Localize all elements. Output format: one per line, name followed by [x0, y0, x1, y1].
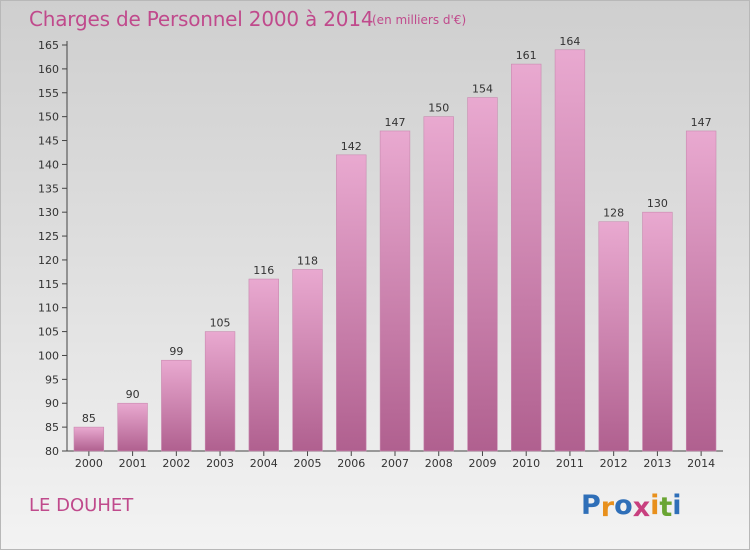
- y-tick-label: 90: [45, 397, 59, 410]
- x-tick-label: 2006: [337, 457, 365, 470]
- logo-letter: P: [581, 490, 601, 521]
- x-tick-label: 2010: [512, 457, 540, 470]
- y-tick-label: 95: [45, 373, 59, 386]
- chart-title: Charges de Personnel 2000 à 2014: [29, 7, 374, 31]
- bar: [467, 97, 498, 452]
- y-tick-label: 150: [38, 111, 59, 124]
- x-tick-label: 2011: [556, 457, 584, 470]
- x-tick-label: 2000: [75, 457, 103, 470]
- bar: [642, 211, 673, 452]
- logo-letter: i: [650, 490, 660, 521]
- x-tick-label: 2014: [687, 457, 715, 470]
- bar: [336, 154, 367, 452]
- x-tick-label: 2001: [119, 457, 147, 470]
- y-tick-label: 160: [38, 63, 59, 76]
- x-tick-label: 2008: [425, 457, 453, 470]
- logo-letter: x: [632, 492, 651, 523]
- data-label: 85: [82, 412, 96, 425]
- x-tick-label: 2012: [600, 457, 628, 470]
- data-label: 161: [516, 49, 537, 62]
- bar: [248, 278, 279, 452]
- y-tick-label: 85: [45, 421, 59, 434]
- y-tick-label: 135: [38, 182, 59, 195]
- x-tick-label: 2005: [294, 457, 322, 470]
- commune-name: LE DOUHET: [29, 495, 134, 516]
- x-tick-label: 2003: [206, 457, 234, 470]
- data-label: 164: [559, 35, 580, 48]
- data-label: 116: [253, 264, 274, 277]
- value-labels: 85 90 99 105 116 118 142 147 150 154 161 164 128 130 1…: [82, 35, 712, 425]
- x-tick-label: 2004: [250, 457, 278, 470]
- bar-series: [73, 49, 717, 452]
- bar: [161, 359, 192, 452]
- proxiti-logo: Proxiti: [581, 490, 682, 523]
- bar: [598, 221, 629, 452]
- data-label: 90: [126, 388, 140, 401]
- data-label: 147: [691, 116, 712, 129]
- y-tick-label: 155: [38, 87, 59, 100]
- data-label: 142: [341, 140, 362, 153]
- bar: [379, 130, 411, 452]
- data-label: 118: [297, 254, 318, 267]
- bar: [554, 49, 586, 452]
- logo-letter: i: [672, 490, 682, 521]
- x-tick-label: 2009: [468, 457, 496, 470]
- data-label: 150: [428, 102, 449, 115]
- data-label: 147: [385, 116, 406, 129]
- logo-letter: r: [600, 492, 615, 523]
- y-axis: 80 85 90 95 100 105 110 115 120 125 130 135 140 145 15…: [38, 39, 68, 458]
- bar: [423, 116, 454, 452]
- chart-unit: (en milliers d'€): [372, 13, 467, 27]
- x-tick-label: 2007: [381, 457, 409, 470]
- y-tick-label: 130: [38, 206, 59, 219]
- y-tick-label: 125: [38, 230, 59, 243]
- data-label: 99: [169, 345, 183, 358]
- y-tick-label: 140: [38, 158, 59, 171]
- y-tick-label: 80: [45, 445, 59, 458]
- bar: [117, 402, 148, 452]
- logo-letter: t: [659, 492, 673, 523]
- bar: [204, 331, 236, 452]
- y-tick-label: 115: [38, 278, 59, 291]
- y-tick-label: 165: [38, 39, 59, 52]
- y-tick-label: 100: [38, 349, 59, 362]
- data-label: 154: [472, 83, 493, 96]
- data-label: 105: [210, 317, 231, 330]
- y-tick-label: 120: [38, 254, 59, 267]
- bar: [292, 269, 323, 452]
- y-tick-label: 145: [38, 135, 59, 148]
- logo-letter: o: [614, 490, 633, 521]
- x-tick-label: 2002: [162, 457, 190, 470]
- bar: [685, 130, 717, 452]
- y-tick-label: 105: [38, 326, 59, 339]
- x-axis: 2000 2001 2002 2003 2004 2005 2006 2007 2008 2009…: [67, 450, 723, 470]
- data-label: 128: [603, 207, 624, 220]
- y-tick-label: 110: [38, 302, 59, 315]
- bar: [73, 426, 105, 452]
- bar: [511, 63, 542, 452]
- x-tick-label: 2013: [643, 457, 671, 470]
- data-label: 130: [647, 197, 668, 210]
